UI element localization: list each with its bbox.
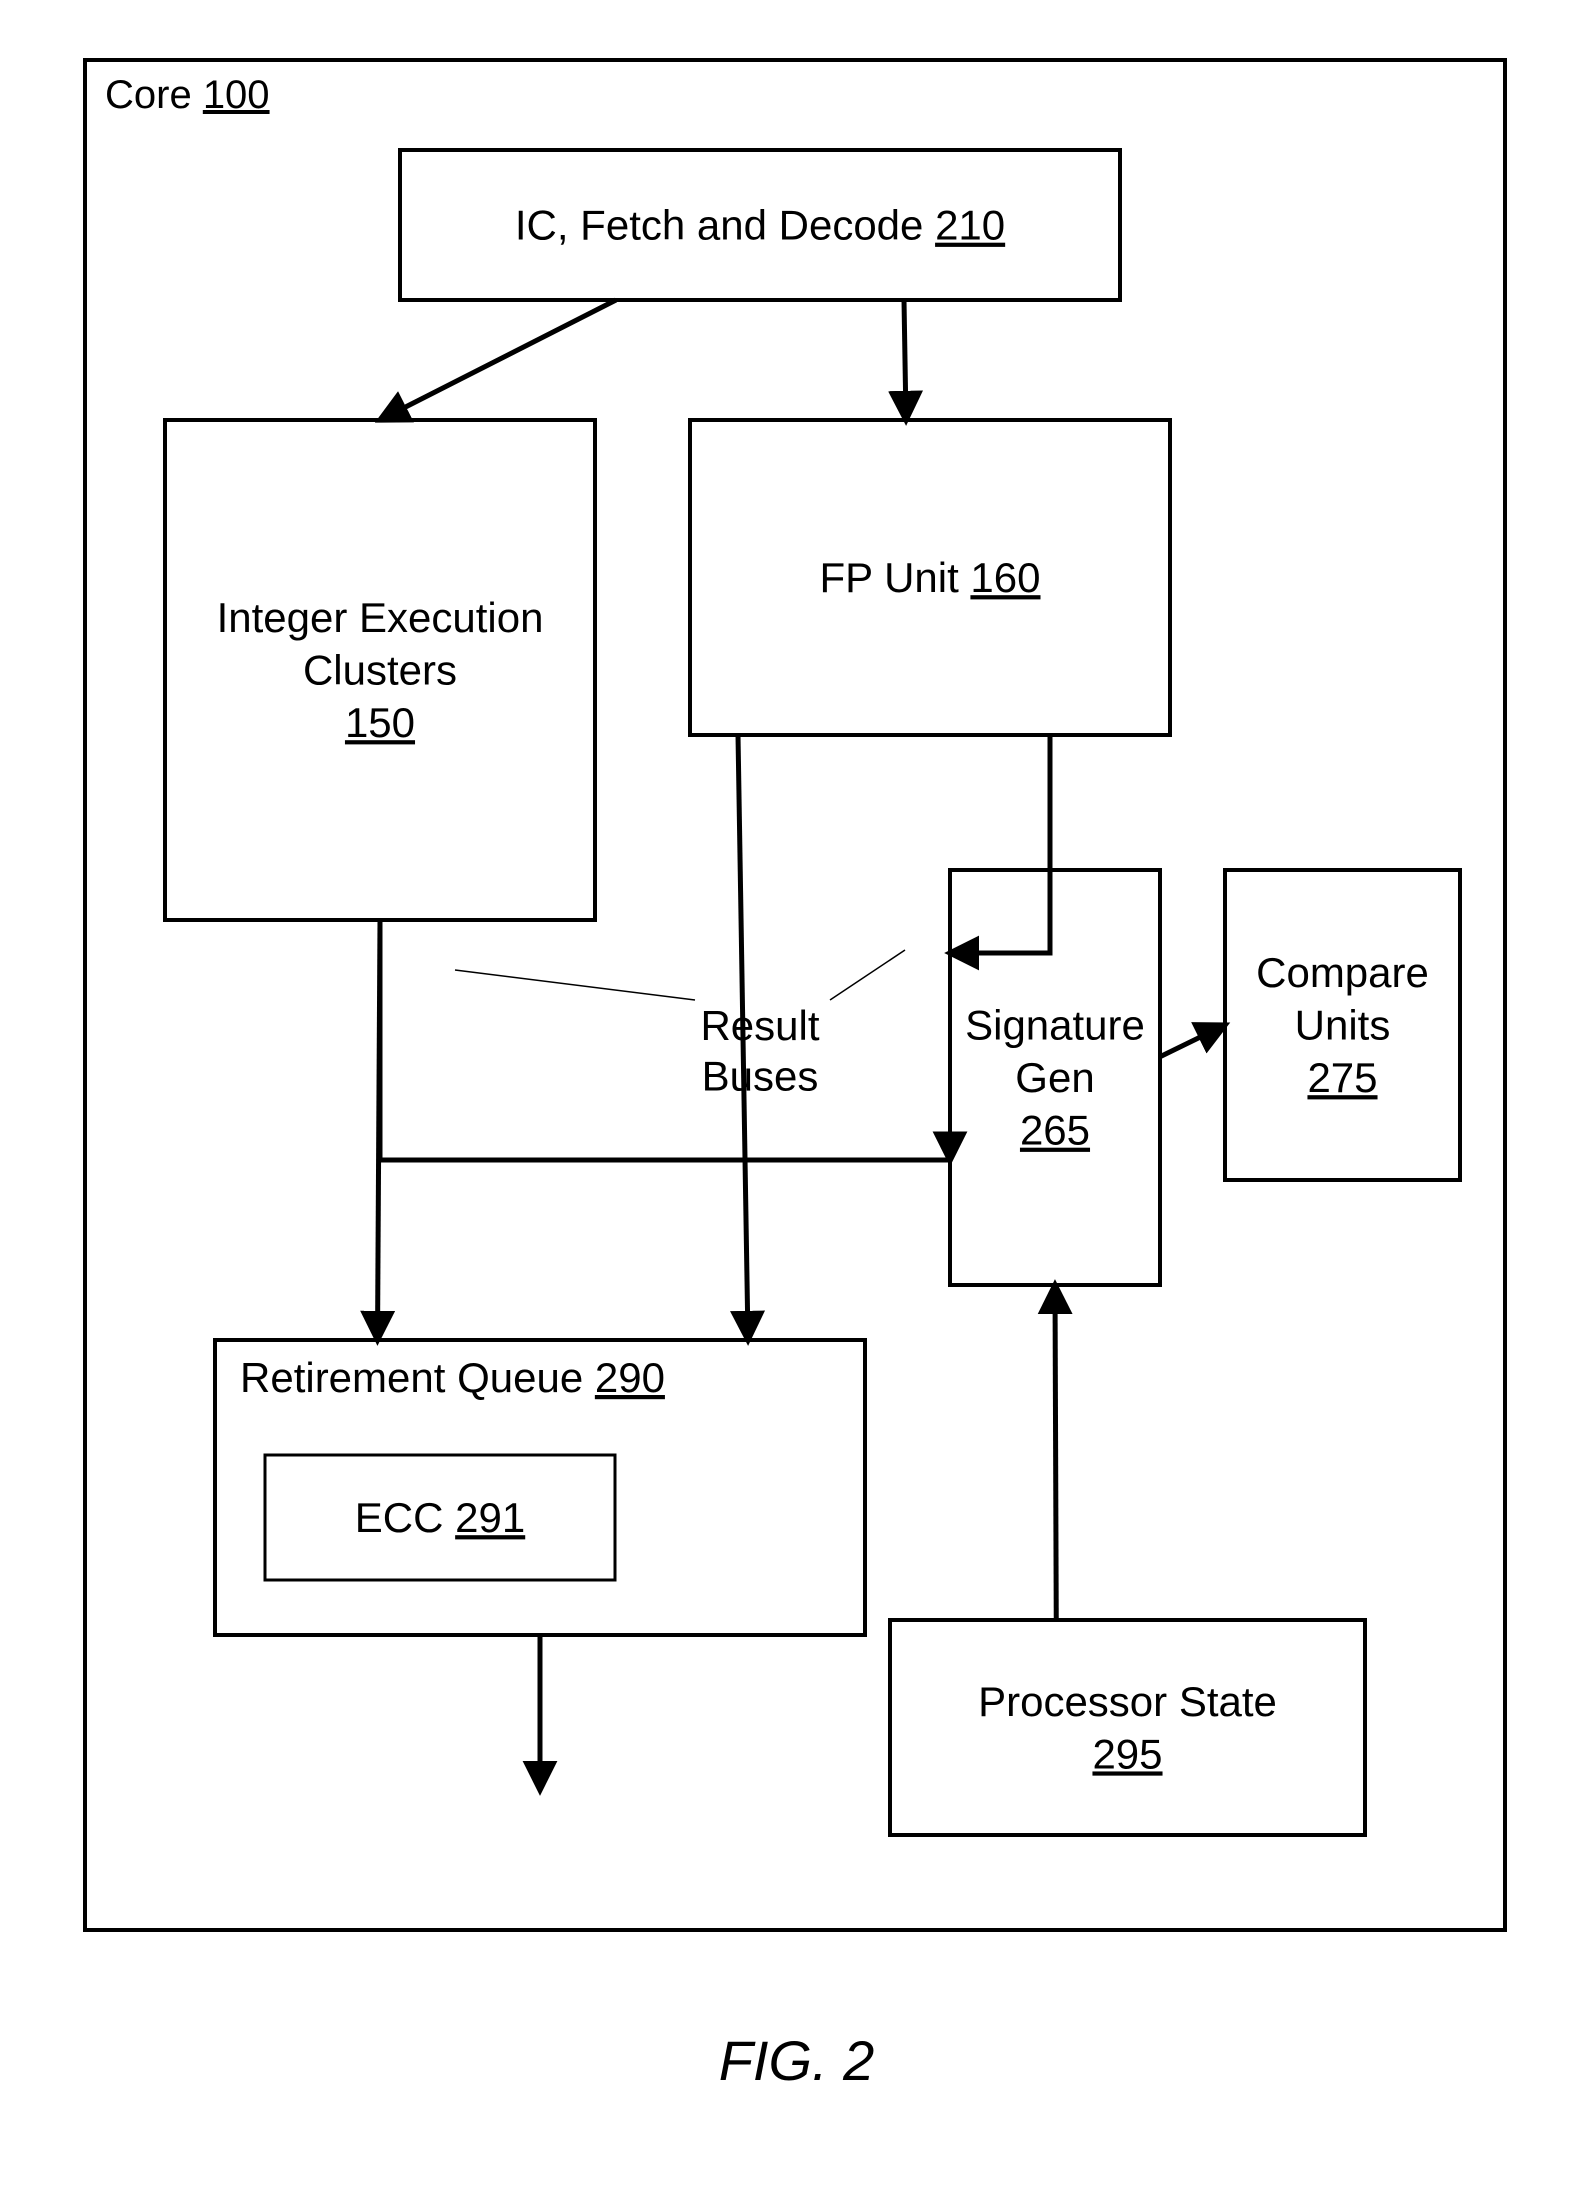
node-pstate-label: 295 <box>1092 1730 1162 1777</box>
node-sig: Signature Gen 265 <box>950 870 1160 1285</box>
node-ecc: ECC 291 <box>265 1455 615 1580</box>
node-fp: FP Unit 160 <box>690 420 1170 735</box>
node-retq-label: Retirement Queue 290 <box>240 1354 665 1401</box>
node-ecc-label: ECC 291 <box>355 1494 525 1541</box>
node-int: Integer Execution Clusters 150 <box>165 420 595 920</box>
edge <box>904 300 906 420</box>
node-cmp-label: Units <box>1295 1002 1391 1049</box>
node-cmp-label: Compare <box>1256 949 1429 996</box>
node-pstate-label: Processor State <box>978 1678 1277 1725</box>
node-int-label: Clusters <box>303 647 457 694</box>
node-sig-label: Gen <box>1015 1054 1094 1101</box>
figure-caption: FIG. 2 <box>719 2029 875 2092</box>
node-pstate: Processor State 295 <box>890 1620 1365 1835</box>
node-cmp: Compare Units 275 <box>1225 870 1460 1180</box>
node-int-label: 150 <box>345 699 415 746</box>
node-cmp-label: 275 <box>1307 1054 1377 1101</box>
result-buses-label: Buses <box>702 1052 819 1099</box>
node-sig-label: 265 <box>1020 1107 1090 1154</box>
node-fetch-label: IC, Fetch and Decode 210 <box>515 202 1005 249</box>
edge <box>1055 1285 1056 1620</box>
node-fp-label: FP Unit 160 <box>819 554 1040 601</box>
core-label: Core 100 <box>105 73 270 117</box>
result-buses-label: Result <box>700 1002 819 1049</box>
node-fetch: IC, Fetch and Decode 210 <box>400 150 1120 300</box>
node-sig-label: Signature <box>965 1002 1145 1049</box>
node-int-label: Integer Execution <box>217 594 544 641</box>
